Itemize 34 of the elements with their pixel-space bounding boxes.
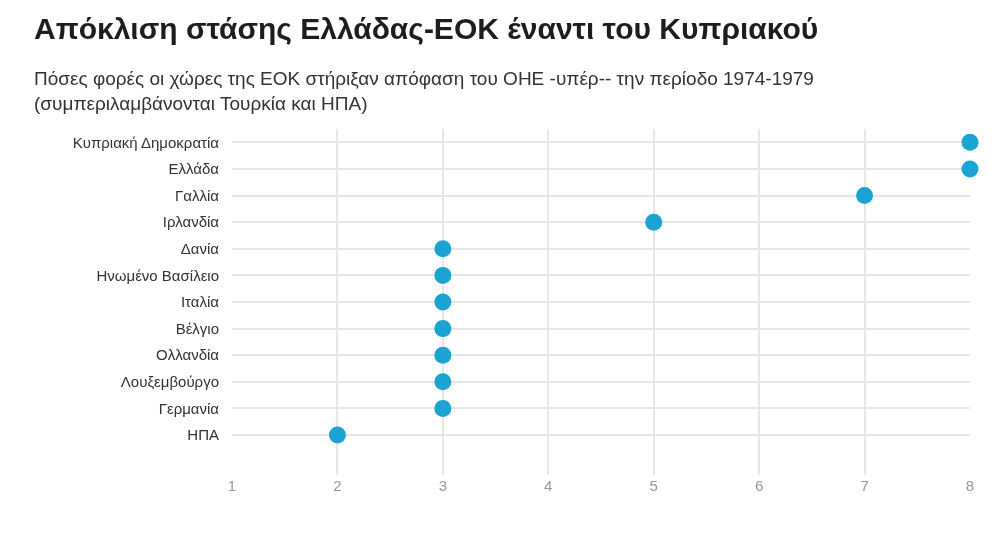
- y-tick-label: Δανία: [180, 240, 220, 258]
- point: [961, 160, 979, 178]
- x-tick-label: 8: [965, 477, 975, 494]
- point: [434, 240, 452, 258]
- y-tick-label: Ιταλία: [180, 293, 220, 311]
- y-tick-label: Βέλγιο: [175, 319, 219, 337]
- point: [645, 213, 663, 231]
- point: [434, 346, 452, 364]
- y-tick-label: Λουξεμβούργο: [120, 373, 219, 391]
- x-tick-label: 5: [649, 477, 658, 494]
- x-tick-label: 7: [860, 477, 869, 494]
- point: [434, 320, 452, 338]
- point: [434, 293, 452, 311]
- x-tick-label: 6: [754, 477, 764, 494]
- chart-subtitle: Πόσες φορές οι χώρες της ΕΟΚ στήριξαν απόφαση του ΟΗΕ -υπέρ-- την περίοδο 1974-1979 (συμπεριλαμβάνονται Τουρκία και ΗΠΑ): [34, 67, 814, 116]
- point: [856, 187, 874, 205]
- point: [434, 266, 452, 284]
- chart-title: Απόκλιση στάσης Ελλάδας-ΕΟΚ έναντι του Κυπριακού: [34, 12, 819, 46]
- y-tick-label: Γαλλία: [175, 186, 220, 204]
- point: [434, 399, 452, 417]
- y-tick-label: Γερμανία: [158, 399, 220, 417]
- point: [328, 426, 346, 444]
- y-tick-label: ΗΠΑ: [187, 426, 219, 444]
- x-tick-label: 1: [227, 477, 237, 494]
- y-tick-label: Ηνωμένο Βασίλειο: [96, 266, 219, 284]
- x-tick-label: 4: [544, 477, 553, 494]
- y-tick-label: Ολλανδία: [156, 346, 220, 364]
- y-tick-label: Ελλάδα: [168, 160, 220, 178]
- x-tick-label: 2: [333, 477, 342, 494]
- point: [434, 373, 452, 391]
- point: [961, 133, 979, 151]
- x-tick-label: 3: [438, 477, 448, 494]
- y-tick-label: Ιρλανδία: [162, 213, 220, 231]
- y-tick-label: Κυπριακή Δημοκρατία: [72, 133, 220, 151]
